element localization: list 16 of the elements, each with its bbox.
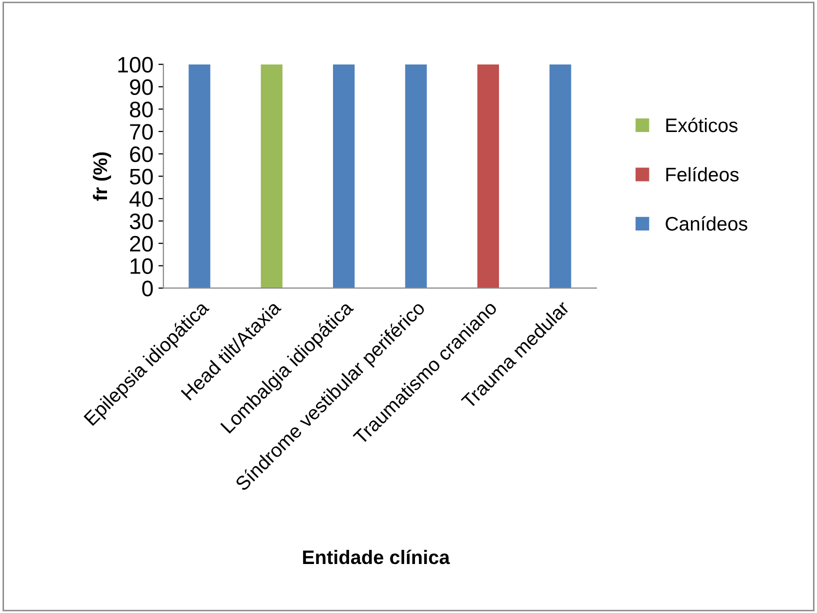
y-tick-label: 40: [129, 191, 153, 207]
y-tick-label: 70: [130, 124, 153, 140]
y-tick-label: 10: [130, 258, 153, 274]
y-tick-label: 100: [118, 56, 153, 73]
y-tick-label: 90: [130, 79, 153, 96]
y-tick-label: 20: [130, 236, 153, 252]
y-tick-label: 80: [130, 102, 153, 118]
legend-label: Canídeos: [666, 216, 748, 231]
y-tick-label: 60: [130, 146, 153, 162]
y-tick-label: 50: [130, 168, 153, 185]
legend-label: Felídeos: [666, 166, 739, 182]
y-tick-label: 0: [142, 280, 153, 296]
y-axis-title: fr (%): [92, 152, 112, 201]
y-tick-label: 30: [130, 214, 153, 230]
legend-label: Exóticos: [666, 118, 738, 132]
x-axis-title: Entidade clínica: [303, 550, 450, 564]
